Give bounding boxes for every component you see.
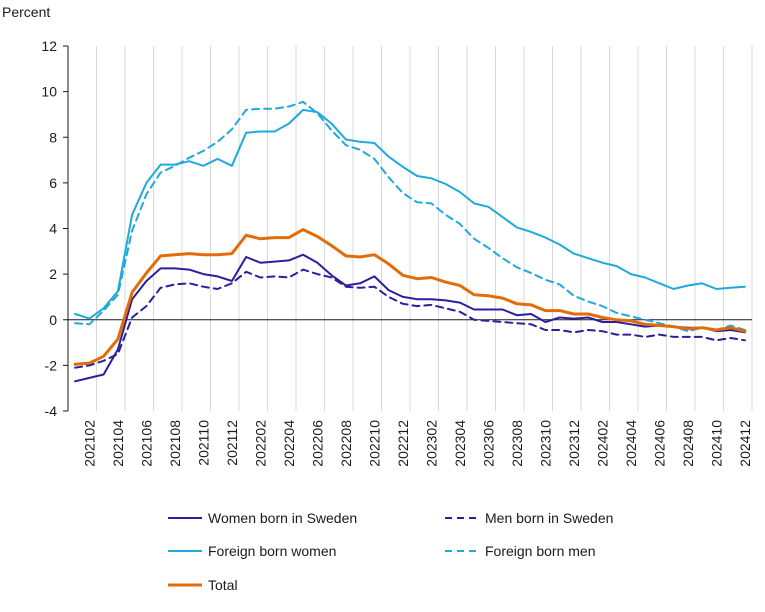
x-tick-label: 202208 (338, 420, 354, 467)
y-axis-label: Percent (2, 4, 50, 20)
chart-gridlines (67, 46, 753, 411)
y-tick-label: 6 (49, 175, 57, 191)
x-tick-label: 202404 (623, 420, 639, 467)
y-axis-ticks: -4 -2 0 2 4 6 8 10 12 (41, 38, 68, 419)
x-tick-label: 202312 (566, 420, 582, 467)
x-tick-label: 202310 (537, 420, 553, 467)
x-tick-label: 202102 (81, 420, 97, 467)
x-tick-label: 202108 (167, 420, 183, 467)
x-tick-label: 202408 (680, 420, 696, 467)
chart-legend: Women born in Sweden Men born in Sweden Fo… (168, 510, 613, 593)
y-tick-label: 0 (49, 312, 57, 328)
y-tick-label: -2 (45, 357, 58, 373)
x-tick-label: 202106 (138, 420, 154, 467)
x-tick-label: 202202 (252, 420, 268, 467)
series-line-foreign-born-women (74, 108, 746, 320)
chart-series (73, 100, 747, 383)
x-tick-label: 202406 (651, 420, 667, 467)
x-tick-label: 202204 (281, 420, 297, 467)
legend-label: Foreign born women (208, 543, 336, 559)
x-tick-label: 202104 (110, 420, 126, 467)
legend-label: Women born in Sweden (208, 510, 357, 526)
legend-label: Total (208, 577, 238, 593)
x-tick-label: 202302 (423, 420, 439, 467)
series-line-foreign-born-men (74, 100, 746, 333)
y-tick-label: 2 (49, 266, 57, 282)
series-line-women-born-in-sweden (74, 253, 746, 383)
series-line-total (73, 228, 747, 366)
y-tick-label: 8 (49, 129, 57, 145)
y-tick-label: 4 (49, 221, 57, 237)
x-tick-label: 202412 (737, 420, 753, 467)
x-tick-label: 202410 (708, 420, 724, 467)
x-tick-label: 202304 (452, 420, 468, 467)
y-tick-label: 12 (41, 38, 57, 54)
x-tick-label: 202210 (366, 420, 382, 467)
legend-label: Foreign born men (485, 543, 596, 559)
x-tick-label: 202308 (509, 420, 525, 467)
x-tick-label: 202402 (594, 420, 610, 467)
x-tick-label: 202212 (395, 420, 411, 467)
x-tick-label: 202110 (195, 420, 211, 466)
y-tick-label: 10 (41, 84, 57, 100)
x-tick-label: 202112 (224, 420, 240, 466)
x-tick-label: 202306 (480, 420, 496, 467)
y-tick-label: -4 (45, 403, 58, 419)
x-tick-label: 202206 (309, 420, 325, 467)
legend-label: Men born in Sweden (485, 510, 613, 526)
x-axis-ticks: 202102 202104 202106 202108 202110 202112 2022… (81, 420, 753, 467)
